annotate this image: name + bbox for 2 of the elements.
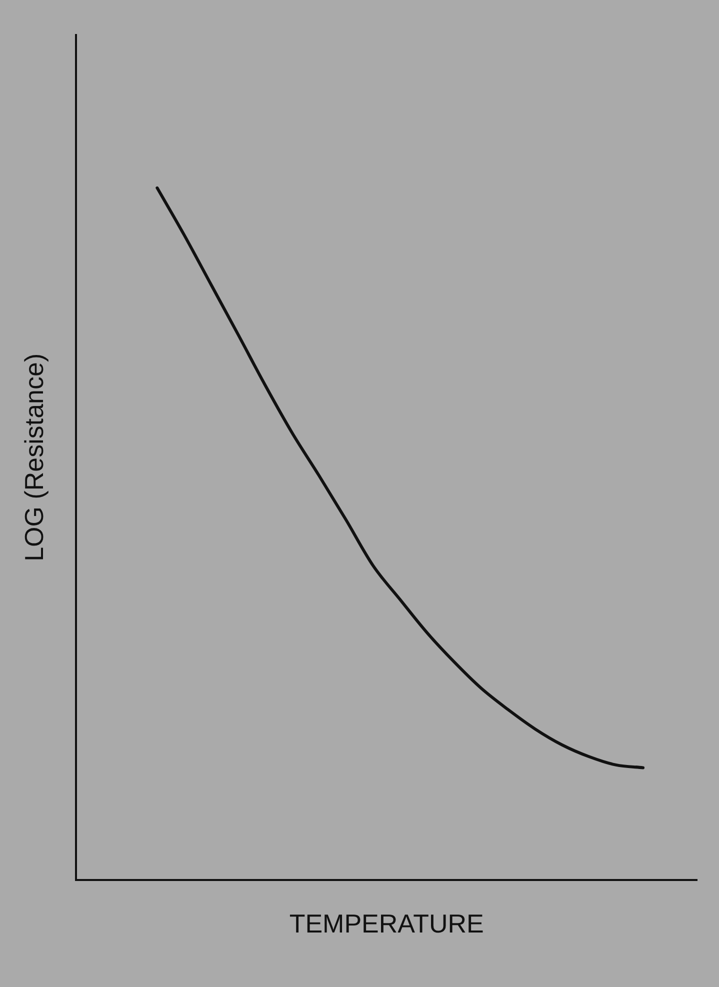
x-axis-title: TEMPERATURE	[289, 908, 484, 939]
y-axis-title: LOG (Resistance)	[18, 353, 49, 562]
